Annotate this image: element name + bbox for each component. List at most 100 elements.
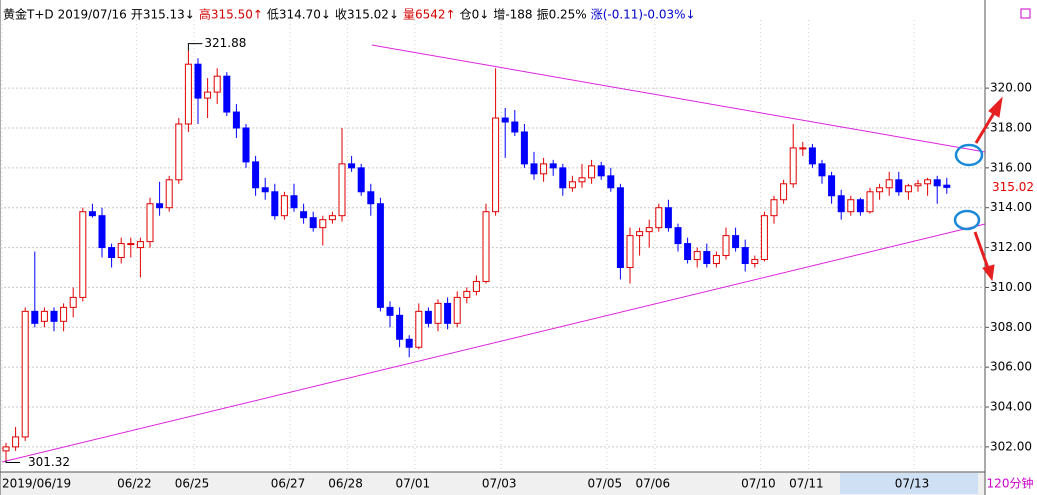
x-tick-label: 07/05 — [588, 477, 623, 491]
candle-body — [328, 215, 336, 221]
settings-icon[interactable] — [1020, 8, 1031, 19]
x-tick-label: 06/28 — [328, 477, 363, 491]
header-item: 量6542↑ — [403, 8, 456, 22]
circle-marker — [953, 209, 981, 231]
y-tick-label: 314.00 — [990, 200, 1032, 214]
arrow-up — [974, 96, 1003, 144]
candle-body — [242, 127, 250, 163]
candle-body — [607, 175, 615, 189]
candle-body — [636, 231, 644, 237]
candle-body — [357, 167, 365, 193]
candle-body — [453, 296, 461, 324]
candle-body — [156, 203, 164, 209]
candle-body — [261, 187, 269, 193]
candle-body — [338, 163, 346, 217]
candle-body — [376, 203, 384, 308]
candle-body — [760, 215, 768, 261]
x-tick-label: 07/01 — [396, 477, 431, 491]
candle-body — [511, 121, 519, 133]
candle-body — [703, 251, 711, 265]
candle-body — [2, 446, 10, 452]
header: 黄金T+D 2019/07/16 开315.13↓ 高315.50↑ 低314.70↓ 收… — [3, 7, 696, 22]
candle-body — [386, 306, 394, 316]
candle-body — [732, 235, 740, 249]
candle-body — [127, 243, 135, 246]
candle-body — [741, 247, 749, 265]
candle-body — [530, 163, 538, 175]
x-tick-label: 07/11 — [789, 477, 824, 491]
candle-body — [213, 75, 221, 93]
candle-body — [885, 179, 893, 189]
min-leader — [5, 460, 20, 463]
candle-body — [232, 111, 240, 129]
candle-body — [780, 183, 788, 201]
candle-body — [597, 165, 605, 177]
candle-body — [616, 187, 624, 269]
min-label: 301.32 — [28, 455, 70, 469]
candle-body — [50, 310, 58, 322]
x-axis-highlight — [840, 473, 978, 494]
header-item: 增-188 — [493, 8, 532, 22]
candle-body — [405, 338, 413, 348]
candle-body — [876, 187, 884, 193]
candle-body — [204, 91, 212, 99]
y-tick-label: 304.00 — [990, 400, 1032, 414]
trend-line-upper — [371, 44, 986, 153]
candle-body — [808, 147, 816, 165]
header-item: 涨(-0.11)-0.03%↓ — [591, 7, 696, 22]
candle-body — [626, 235, 634, 269]
candle-body — [559, 167, 567, 189]
candle-body — [300, 211, 308, 219]
y-tick-label: 306.00 — [990, 360, 1032, 374]
x-tick-label: 07/06 — [636, 477, 671, 491]
candle-body — [31, 310, 39, 324]
candle-body — [933, 179, 941, 187]
candle-body — [290, 195, 298, 209]
candle-body — [146, 203, 154, 243]
header-item: 振0.25% — [537, 8, 587, 22]
candle-body — [348, 163, 356, 169]
candle-body — [98, 215, 106, 249]
x-axis-strip — [0, 472, 985, 495]
y-tick-label: 316.00 — [990, 160, 1032, 174]
candle-body — [837, 195, 845, 213]
last-price-label: 315.02 — [992, 180, 1034, 194]
max-label: 321.88 — [204, 36, 246, 50]
x-tick-label: 2019/06/19 — [2, 477, 71, 491]
y-tick-label: 308.00 — [990, 320, 1032, 334]
candle-body — [117, 243, 125, 259]
y-tick-label: 310.00 — [990, 280, 1032, 294]
candle-body — [184, 63, 192, 125]
candle-body — [818, 163, 826, 177]
candle-body — [492, 117, 500, 213]
candle-body — [367, 191, 375, 205]
candle-body — [568, 181, 576, 189]
candle-body — [789, 147, 797, 185]
x-tick-label: 06/27 — [271, 477, 306, 491]
y-tick-label: 318.00 — [990, 120, 1032, 134]
circle-marker — [954, 143, 984, 167]
header-item: 仓0↓ — [460, 8, 490, 22]
header-item: 低314.70↓ — [267, 8, 331, 22]
candle-body — [664, 207, 672, 229]
x-tick-label: 07/10 — [741, 477, 776, 491]
candle-body — [674, 227, 682, 245]
candle-body — [828, 175, 836, 197]
candle-body — [309, 217, 317, 229]
period-label: 120分钟 — [987, 476, 1034, 491]
y-tick-label: 302.00 — [990, 439, 1032, 453]
candle-body — [175, 123, 183, 181]
candle-body — [722, 235, 730, 257]
candle-body — [693, 251, 701, 261]
candle-body — [69, 296, 77, 308]
candle-body — [136, 241, 144, 249]
candle-body — [444, 302, 452, 324]
candle-body — [799, 147, 807, 150]
candle-body — [540, 163, 548, 175]
candle-body — [904, 185, 912, 193]
candle-body — [914, 183, 922, 187]
candle-body — [319, 219, 327, 229]
x-tick-label: 07/13 — [895, 477, 930, 491]
candle-body — [856, 199, 864, 213]
